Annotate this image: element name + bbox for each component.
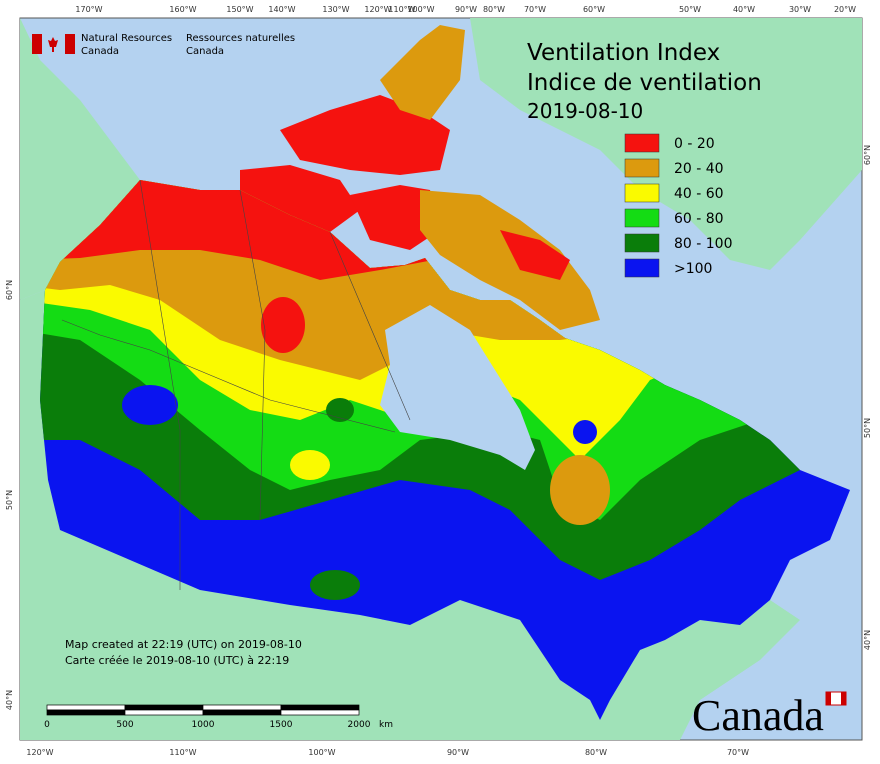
blob [573,420,597,444]
graticule-label: 40°N [863,630,872,650]
blob [290,450,330,480]
blob [310,570,360,600]
graticule-label: 60°N [863,145,872,165]
legend-label: 20 - 40 [674,161,724,177]
scale-segment [280,709,360,716]
graticule-label: 80°W [585,748,607,757]
legend-swatch [624,233,660,253]
note: Carte créée le 2019-08-10 (UTC) à 22:19 [65,654,289,667]
scale-label: 500 [116,720,133,730]
graticule-label: 110°W [169,748,196,757]
scale-unit: km [379,720,393,730]
scale-segment [124,704,204,711]
usa [20,290,800,740]
scale-label: 1500 [270,720,293,730]
graticule-label: 50°W [679,5,701,14]
title: Indice de ventilation [527,70,762,96]
ellesmere [380,25,465,120]
arctic-island [280,95,450,175]
scale-segment [202,709,282,716]
graticule-label: 130°W [322,5,349,14]
flag-bar [65,34,75,54]
graticule-label: 160°W [169,5,196,14]
graticule: 170°W 160°W 150°W 140°W 130°W 120°W110°W100°W… [5,5,872,757]
graticule-label: 50°N [863,418,872,438]
border [139,179,411,590]
agency-en: Canada [81,46,119,57]
scale-segment [124,709,204,716]
note: Map created at 22:19 (UTC) on 2019-08-10 [65,638,302,651]
agency-fr: Canada [186,46,224,57]
scale-segment [280,704,360,711]
scale-bar: 0 500 1000 1500 2000 km [44,704,393,730]
graticule-label: 70°W [727,748,749,757]
blob [326,398,354,422]
graticule-label: 50°N [5,490,14,510]
graticule-label: 120°W [26,748,53,757]
graticule-label: 140°W [268,5,295,14]
scale-label: 2000 [348,720,371,730]
date: 2019-08-10 [527,99,643,123]
legend-swatch [624,133,660,153]
legend-label: 80 - 100 [674,236,733,252]
graticule-label: 110°W [388,5,415,14]
agency-en: Natural Resources [81,33,172,44]
greenland [470,18,862,270]
scale-label: 1000 [192,720,215,730]
graticule-label: 90°W [447,748,469,757]
graticule-label: 40°W [733,5,755,14]
legend-swatch [624,183,660,203]
scale-segment [202,704,282,711]
legend-label: 0 - 20 [674,136,715,152]
legend-label: 40 - 60 [674,186,724,202]
legend-swatch [624,208,660,228]
wordmark: Canada [692,691,824,740]
graticule-label: 80°W [483,5,505,14]
blob [550,455,610,525]
wordmark-flag [841,692,846,705]
graticule-label: 60°N [5,280,14,300]
graticule-label: 90°W [455,5,477,14]
arctic-island [350,185,440,250]
graticule-label: 20°W [834,5,856,14]
legend-label: >100 [674,261,712,277]
legend-label: 60 - 80 [674,211,724,227]
graticule-label: 170°W [75,5,102,14]
blob [122,385,178,425]
baffin-red [500,230,570,280]
border [61,319,396,433]
hudson-bay [380,305,535,470]
wordmark-flag [826,692,831,705]
graticule-label: 70°W [524,5,546,14]
scale-label: 0 [44,720,50,730]
legend-swatch [624,158,660,178]
graticule-label: 150°W [226,5,253,14]
baffin-island [420,190,600,330]
maple-leaf [48,37,58,52]
scale-segment [46,709,126,716]
agency-fr: Ressources naturelles [186,33,295,44]
graticule-label: 100°W [407,5,434,14]
graticule-label: 30°W [789,5,811,14]
legend: 0 - 20 20 - 40 40 - 60 60 - 80 80 - 100 >100 [624,133,733,278]
blob [261,297,305,353]
graticule-label: 100°W [308,748,335,757]
legend-swatch [624,258,660,278]
graticule-label: 60°W [583,5,605,14]
graticule-label: 120°W [364,5,391,14]
flag-bar [32,34,42,54]
arctic-island [240,165,360,232]
title: Ventilation Index [527,40,720,66]
graticule-label: 40°N [5,690,14,710]
alaska [20,18,140,300]
scale-segment [46,704,126,711]
